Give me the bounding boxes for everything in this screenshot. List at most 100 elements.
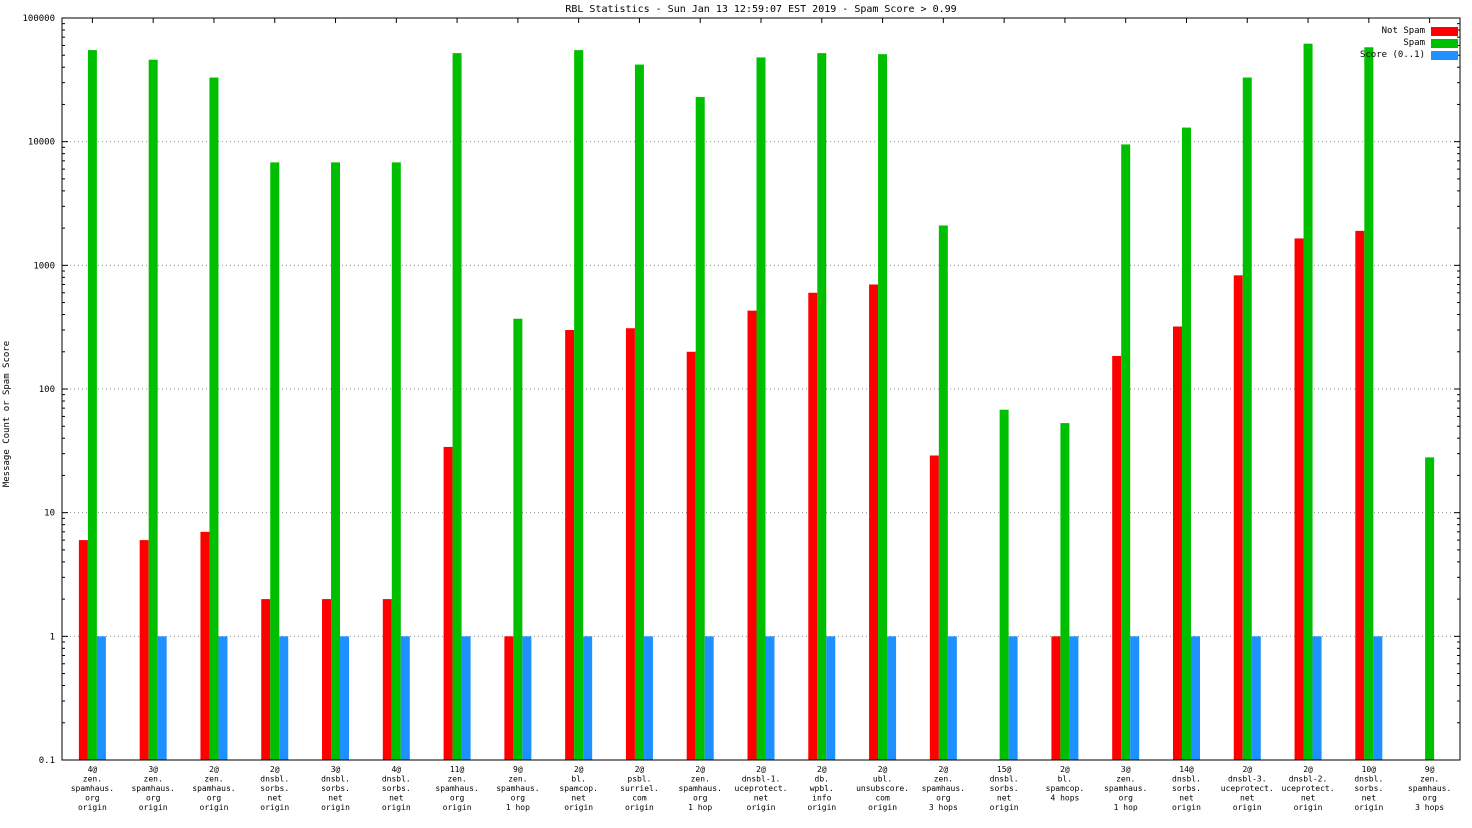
x-tick-label: 9@ zen. spamhaus. org 1 hop xyxy=(496,765,539,812)
bar-score-0-1--16 xyxy=(1069,636,1079,760)
bar-score-0-1--0 xyxy=(96,636,106,760)
bar-score-0-1--6 xyxy=(461,636,471,760)
bar-score-0-1--20 xyxy=(1312,636,1322,760)
bar-spam-3 xyxy=(270,162,280,760)
bar-not-spam-20 xyxy=(1294,238,1304,761)
bar-not-spam-9 xyxy=(625,328,635,760)
legend-item-score: Score (0..1) xyxy=(1360,51,1458,60)
legend-swatch-not-spam xyxy=(1431,27,1458,36)
bar-not-spam-0 xyxy=(78,540,88,760)
bar-not-spam-16 xyxy=(1051,636,1061,760)
x-tick-label: 9@ zen. spamhaus. org 3 hops xyxy=(1408,765,1451,812)
bar-spam-19 xyxy=(1242,77,1252,761)
bar-score-0-1--17 xyxy=(1130,636,1140,760)
bar-spam-16 xyxy=(1060,423,1070,760)
y-tick-label: 100 xyxy=(39,385,55,395)
bar-spam-12 xyxy=(817,53,827,761)
x-tick-label: 11@ zen. spamhaus. org origin xyxy=(435,765,478,812)
legend: Not Spam Spam Score (0..1) xyxy=(1360,27,1458,60)
bar-not-spam-8 xyxy=(565,329,575,760)
bar-not-spam-12 xyxy=(808,292,818,760)
x-tick-label: 2@ psbl. surriel. com origin xyxy=(620,765,659,812)
x-tick-label: 2@ bl. spamcop. 4 hops xyxy=(1046,765,1085,803)
bar-spam-22 xyxy=(1425,457,1435,760)
bar-score-0-1--13 xyxy=(887,636,897,760)
bar-spam-20 xyxy=(1303,43,1313,760)
legend-swatch-spam xyxy=(1431,39,1458,48)
bar-score-0-1--10 xyxy=(704,636,714,760)
bar-not-spam-5 xyxy=(382,599,392,760)
x-tick-label: 14@ dnsbl. sorbs. net origin xyxy=(1172,765,1201,812)
bar-not-spam-10 xyxy=(686,351,696,760)
bar-score-0-1--8 xyxy=(583,636,593,760)
bar-score-0-1--19 xyxy=(1251,636,1261,760)
bar-score-0-1--4 xyxy=(340,636,350,760)
bar-not-spam-17 xyxy=(1112,355,1122,760)
bar-spam-11 xyxy=(756,57,766,760)
chart-title: RBL Statistics - Sun Jan 13 12:59:07 EST… xyxy=(565,4,957,15)
bar-score-0-1--14 xyxy=(947,636,957,760)
x-tick-label: 4@ zen. spamhaus. org origin xyxy=(71,765,114,812)
bar-spam-21 xyxy=(1364,47,1374,760)
x-tick-label: 2@ db. wpbl. info origin xyxy=(807,765,836,812)
bar-spam-14 xyxy=(938,225,948,761)
y-tick-label: 1 xyxy=(50,632,55,642)
x-tick-label: 10@ dnsbl. sorbs. net origin xyxy=(1354,765,1383,812)
x-tick-label: 3@ zen. spamhaus. org 1 hop xyxy=(1104,765,1147,812)
bar-score-0-1--5 xyxy=(400,636,410,760)
x-tick-label: 2@ dnsbl-3. uceprotect. net origin xyxy=(1221,765,1274,812)
bar-spam-15 xyxy=(999,409,1009,760)
bar-spam-6 xyxy=(452,53,462,761)
bar-spam-17 xyxy=(1121,144,1131,760)
x-tick-label: 15@ dnsbl. sorbs. net origin xyxy=(990,765,1019,812)
x-tick-label: 2@ bl. spamcop. net origin xyxy=(559,765,598,812)
bar-not-spam-4 xyxy=(322,599,332,760)
bar-not-spam-21 xyxy=(1355,230,1365,760)
legend-swatch-score xyxy=(1431,51,1458,60)
x-tick-label: 2@ dnsbl-2. uceprotect. net origin xyxy=(1282,765,1335,812)
bar-spam-18 xyxy=(1181,127,1191,760)
bar-spam-9 xyxy=(634,64,644,761)
x-tick-label: 4@ dnsbl. sorbs. net origin xyxy=(382,765,411,812)
x-tick-label: 2@ zen. spamhaus. org 3 hops xyxy=(922,765,965,812)
x-tick-label: 2@ ubl. unsubscore. com origin xyxy=(856,765,909,812)
y-tick-label: 10000 xyxy=(28,138,55,148)
bar-score-0-1--3 xyxy=(279,636,289,760)
bar-score-0-1--12 xyxy=(826,636,836,760)
y-tick-label: 0.1 xyxy=(39,756,55,766)
x-tick-label: 3@ zen. spamhaus. org origin xyxy=(131,765,174,812)
bar-not-spam-14 xyxy=(929,455,939,760)
bar-not-spam-19 xyxy=(1233,275,1243,760)
bar-spam-1 xyxy=(148,59,158,760)
bar-not-spam-6 xyxy=(443,446,453,760)
x-tick-label: 3@ dnsbl. sorbs. net origin xyxy=(321,765,350,812)
bar-not-spam-7 xyxy=(504,636,514,760)
legend-item-spam: Spam xyxy=(1403,39,1458,48)
bar-spam-10 xyxy=(695,96,705,761)
bar-not-spam-1 xyxy=(139,540,149,760)
legend-label-spam: Spam xyxy=(1403,38,1425,48)
bar-score-0-1--18 xyxy=(1190,636,1200,760)
bar-score-0-1--7 xyxy=(522,636,532,760)
y-tick-label: 10 xyxy=(44,509,55,519)
x-tick-label: 2@ zen. spamhaus. org 1 hop xyxy=(679,765,722,812)
bar-score-0-1--1 xyxy=(157,636,167,760)
bar-spam-7 xyxy=(513,318,523,760)
legend-label-not-spam: Not Spam xyxy=(1381,26,1425,36)
bar-score-0-1--11 xyxy=(765,636,775,760)
bar-not-spam-2 xyxy=(200,531,210,760)
bar-score-0-1--9 xyxy=(643,636,653,760)
y-tick-label: 1000 xyxy=(33,261,55,271)
bar-spam-8 xyxy=(574,50,584,761)
y-tick-label: 100000 xyxy=(22,14,55,24)
bar-score-0-1--15 xyxy=(1008,636,1018,760)
bar-spam-0 xyxy=(87,50,97,761)
x-tick-label: 2@ zen. spamhaus. org origin xyxy=(192,765,235,812)
bar-spam-5 xyxy=(391,162,401,760)
bar-score-0-1--2 xyxy=(218,636,228,760)
bar-spam-13 xyxy=(878,54,888,761)
bar-not-spam-3 xyxy=(261,599,271,760)
plot-border xyxy=(61,17,1461,761)
